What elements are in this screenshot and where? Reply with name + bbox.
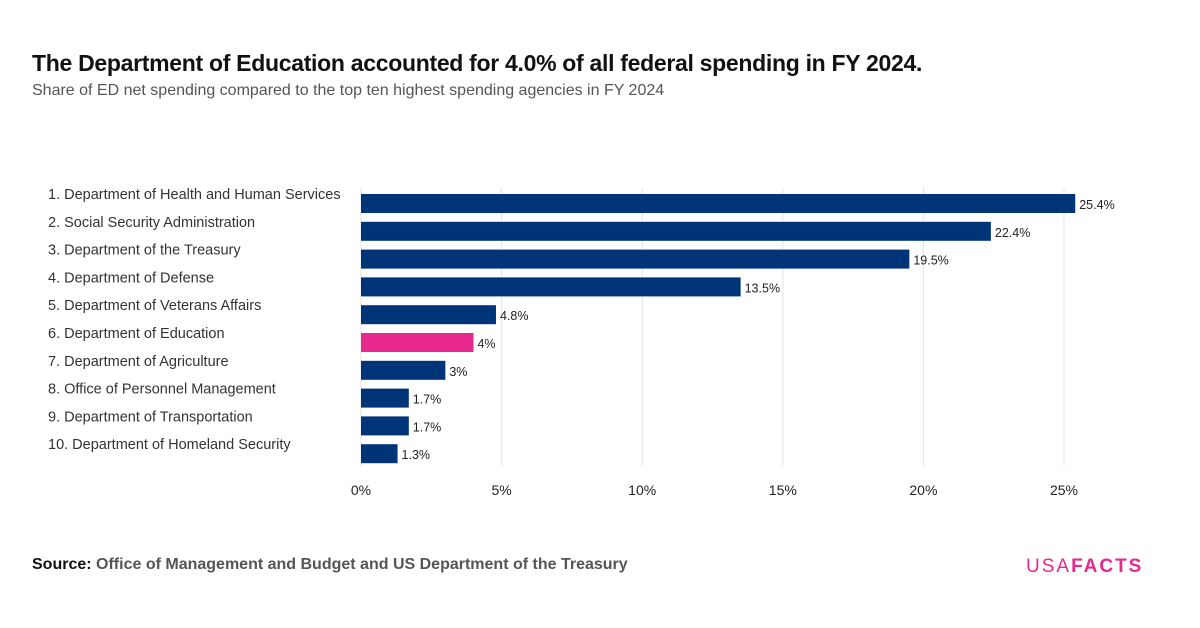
source-note: Source: Office of Management and Budget …	[32, 556, 628, 574]
source-label: Source:	[32, 556, 92, 573]
bar	[361, 221, 991, 241]
data-label: 4%	[477, 337, 495, 351]
category-label: 3. Department of the Treasury	[48, 243, 241, 259]
category-label: 4. Department of Defense	[48, 270, 214, 286]
x-tick-label: 0%	[351, 482, 371, 498]
x-tick-label: 5%	[491, 482, 511, 498]
bar	[361, 305, 496, 325]
category-label: 8. Office of Personnel Management	[48, 382, 276, 398]
bar	[361, 249, 910, 269]
category-label: 9. Department of Transportation	[48, 409, 253, 425]
bar	[361, 444, 398, 464]
usafacts-logo: USAFACTS	[1026, 556, 1143, 578]
bar	[361, 388, 409, 408]
category-label: 1. Department of Health and Human Servic…	[48, 187, 341, 203]
data-label: 1.3%	[402, 448, 431, 462]
x-tick-label: 20%	[909, 482, 937, 498]
chart-title: The Department of Education accounted fo…	[32, 50, 923, 76]
source-text: Office of Management and Budget and US D…	[96, 556, 628, 573]
data-label: 13.5%	[745, 281, 780, 295]
bar	[361, 277, 741, 297]
category-label: 2. Social Security Administration	[48, 215, 255, 231]
data-label: 19.5%	[913, 254, 948, 268]
data-label: 4.8%	[500, 309, 529, 323]
x-tick-label: 10%	[628, 482, 656, 498]
category-label: 6. Department of Education	[48, 326, 225, 342]
category-label: 7. Department of Agriculture	[48, 354, 229, 370]
data-label: 22.4%	[995, 226, 1030, 240]
bar	[361, 416, 409, 436]
data-label: 25.4%	[1079, 198, 1114, 212]
category-label: 10. Department of Homeland Security	[48, 437, 291, 453]
logo-part-facts: FACTS	[1071, 556, 1144, 577]
logo-part-usa: USA	[1026, 556, 1072, 577]
chart-subtitle: Share of ED net spending compared to the…	[32, 82, 665, 99]
data-label: 3%	[449, 365, 467, 379]
x-tick-label: 15%	[769, 482, 797, 498]
x-tick-label: 25%	[1050, 482, 1078, 498]
bar	[361, 194, 1076, 213]
bar	[361, 333, 474, 352]
data-label: 1.7%	[413, 420, 442, 434]
data-label: 1.7%	[413, 393, 442, 407]
bar	[361, 360, 446, 380]
category-label: 5. Department of Veterans Affairs	[48, 298, 261, 314]
